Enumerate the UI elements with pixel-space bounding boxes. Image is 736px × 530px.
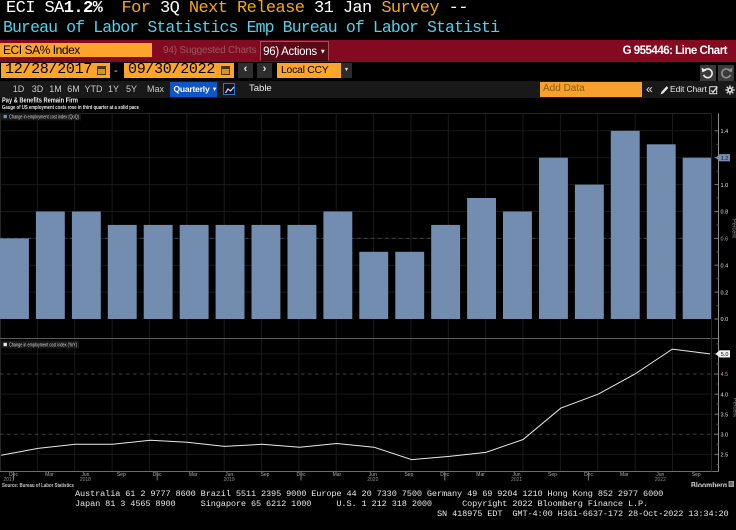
svg-text:Percent: Percent [731,219,736,238]
svg-text:4.0: 4.0 [721,392,729,398]
svg-text:Jun: Jun [81,472,89,478]
svg-text:Sep: Sep [404,472,413,478]
svg-text:Bloomberg: Bloomberg [691,480,727,490]
svg-text:®: ® [729,481,733,488]
svg-text:1.2: 1.2 [721,156,729,162]
svg-text:2020: 2020 [367,477,378,483]
svg-text:Jun: Jun [656,472,664,478]
svg-text:0.8: 0.8 [721,210,729,216]
svg-text:Jun: Jun [369,472,377,478]
svg-text:Mar: Mar [476,472,485,478]
svg-text:Sep: Sep [117,472,126,478]
svg-text:Change in employment cost inde: Change in employment cost index (YoY) [9,343,77,349]
svg-text:5.0: 5.0 [721,352,729,358]
svg-text:Mar: Mar [45,472,54,478]
svg-text:Change in employment cost inde: Change in employment cost index (QoQ) [9,115,79,121]
svg-text:Jun: Jun [512,472,520,478]
svg-text:2021: 2021 [511,477,522,483]
svg-text:0.0: 0.0 [721,317,729,323]
svg-text:Mar: Mar [333,472,342,478]
svg-text:2017: 2017 [3,477,14,483]
svg-text:Gauge of US employment costs r: Gauge of US employment costs rose in thi… [2,105,139,111]
svg-text:2018: 2018 [80,477,91,483]
svg-text:3.0: 3.0 [721,433,729,439]
svg-text:1.4: 1.4 [721,129,729,135]
svg-text:Mar: Mar [620,472,629,478]
svg-text:4.5: 4.5 [721,372,729,378]
svg-text:Pay & Benefits Remain Firm: Pay & Benefits Remain Firm [2,96,78,105]
svg-text:0.4: 0.4 [721,263,729,269]
svg-text:Sep: Sep [692,472,701,478]
svg-text:1.0: 1.0 [721,183,729,189]
svg-text:Source: Bureau of Labor Statis: Source: Bureau of Labor Statistics [2,483,74,489]
svg-text:Jun: Jun [225,472,233,478]
svg-text:Sep: Sep [261,472,270,478]
svg-text:0.2: 0.2 [721,290,729,296]
svg-text:2022: 2022 [655,477,666,483]
svg-text:3.5: 3.5 [721,412,729,418]
svg-text:2.5: 2.5 [721,453,729,459]
svg-text:0.6: 0.6 [721,237,729,243]
svg-text:Sep: Sep [548,472,557,478]
svg-text:Percent: Percent [732,398,736,417]
svg-text:2019: 2019 [224,477,235,483]
svg-text:Mar: Mar [189,472,198,478]
